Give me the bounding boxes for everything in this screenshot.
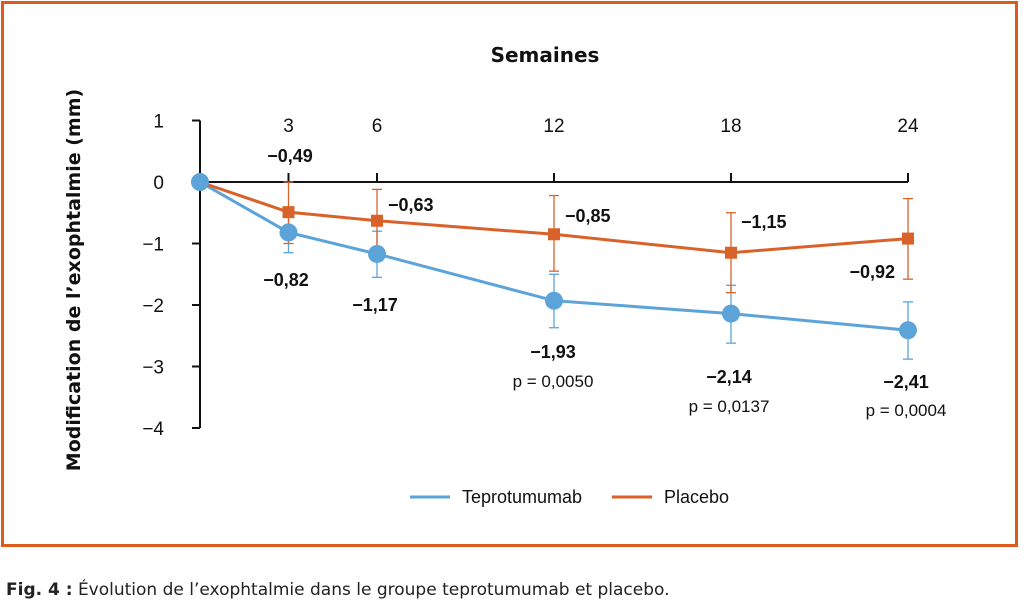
series-lines [199, 180, 909, 332]
chart-frame [1, 1, 1018, 547]
y-tick-label: −4 [142, 419, 164, 440]
teprotumumab-value-label: −1,17 [352, 295, 398, 315]
caption-text: Évolution de l’exophtalmie dans le group… [77, 580, 670, 600]
x-tick-label: 6 [372, 116, 383, 137]
chart-title: Semaines [491, 43, 600, 67]
placebo-point [725, 246, 737, 259]
y-tick-label: −3 [142, 358, 164, 379]
teprotumumab-point [722, 304, 740, 323]
teprotumumab-point [899, 321, 917, 340]
teprotumumab-legend-label: Teprotumumab [462, 487, 582, 507]
p-value-label: p = 0,0050 [513, 372, 594, 391]
y-axis-label: Modification de l’exophtalmie (mm) [63, 89, 85, 471]
legend: Teprotumumab Placebo [410, 487, 729, 507]
x-tick-label: 12 [543, 116, 564, 137]
x-tick-label: 3 [283, 116, 294, 137]
placebo-value-label: −0,85 [565, 206, 611, 226]
placebo-legend-label: Placebo [664, 487, 729, 507]
placebo-line [199, 180, 909, 255]
teprotumumab-point [279, 223, 298, 242]
placebo-point [548, 228, 560, 241]
teprotumumab-value-label: −2,14 [706, 367, 752, 387]
x-tick-label: 24 [897, 116, 919, 137]
series-markers [191, 173, 917, 340]
placebo-value-label: −0,63 [388, 195, 434, 215]
origin-point [191, 173, 209, 191]
placebo-point [371, 214, 383, 227]
p-value-label: p = 0,0004 [866, 401, 947, 420]
y-tick-label: 0 [153, 173, 164, 194]
placebo-value-label: −0,92 [849, 262, 895, 282]
x-tick-label: 18 [720, 116, 741, 137]
teprotumumab-point [545, 291, 563, 310]
p-value-label: p = 0,0137 [689, 397, 770, 416]
teprotumumab-value-label: −2,41 [883, 372, 929, 392]
teprotumumab-value-label: −1,93 [530, 342, 576, 362]
teprotumumab-line [199, 180, 909, 332]
y-tick-label: −2 [142, 296, 164, 317]
teprotumumab-point [368, 244, 386, 263]
y-tick-label: −1 [142, 235, 164, 256]
y-tick-label: 1 [153, 112, 164, 133]
figure-caption: Fig. 4 : Évolution de l’exophtalmie dans… [6, 580, 670, 600]
axes: 1 0 −1 −2 −3 −4 3 6 12 18 24 [142, 112, 919, 441]
placebo-point [902, 232, 914, 245]
teprotumumab-value-label: −0,82 [263, 270, 309, 290]
data-labels: −0,82 −0,49 −1,17 −0,63 −1,93 p = 0,0050 −0,85… [263, 146, 946, 420]
placebo-value-label: −0,49 [267, 146, 313, 166]
placebo-point [282, 206, 295, 219]
caption-label: Fig. 4 : [6, 580, 73, 600]
placebo-value-label: −1,15 [741, 212, 787, 232]
